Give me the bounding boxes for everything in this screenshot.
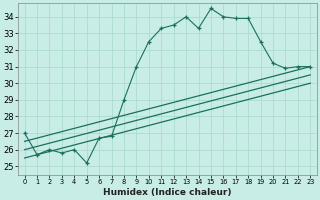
X-axis label: Humidex (Indice chaleur): Humidex (Indice chaleur) [103, 188, 232, 197]
